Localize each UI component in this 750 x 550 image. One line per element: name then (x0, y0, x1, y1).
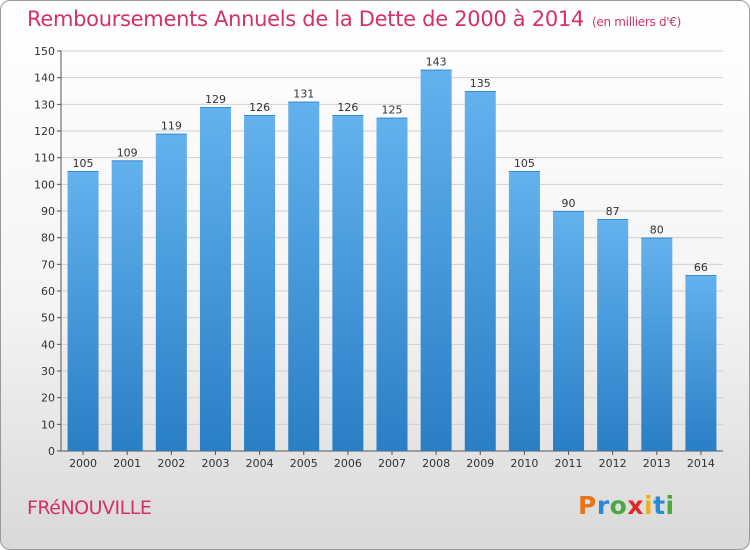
logo-letter: t (653, 491, 666, 520)
y-tick-label: 10 (41, 418, 55, 431)
logo-letter: i (665, 491, 675, 520)
y-tick-label: 50 (41, 312, 55, 325)
bar-2008 (420, 69, 452, 452)
x-tick-label: 2010 (510, 457, 538, 470)
bar-2009 (464, 91, 496, 451)
data-label: 87 (606, 205, 620, 218)
bar-2013 (641, 237, 673, 451)
data-label: 80 (650, 224, 664, 237)
bars (67, 69, 717, 452)
y-tick-label: 120 (34, 125, 55, 138)
chart-title: Remboursements Annuels de la Dette de 20… (27, 7, 681, 31)
logo-letter: i (644, 491, 654, 520)
bar-2006 (332, 115, 364, 451)
chart-title-text: Remboursements Annuels de la Dette de 20… (27, 7, 584, 31)
data-label: 125 (382, 104, 403, 117)
data-label: 105 (514, 157, 535, 170)
data-label: 105 (73, 157, 94, 170)
data-label: 129 (205, 93, 226, 106)
x-tick-label: 2014 (687, 457, 715, 470)
x-tick-label: 2013 (643, 457, 671, 470)
data-label: 126 (337, 101, 358, 114)
y-tick-label: 40 (41, 338, 55, 351)
x-tick-label: 2008 (422, 457, 450, 470)
x-tick-label: 2001 (113, 457, 141, 470)
city-name: FRéNOUVILLE (27, 497, 152, 519)
x-tick-label: 2006 (334, 457, 362, 470)
proxiti-logo[interactable]: Proxiti (578, 491, 675, 520)
bar-2012 (597, 219, 629, 451)
x-tick-label: 2005 (290, 457, 318, 470)
data-label: 126 (249, 101, 270, 114)
logo-letter: o (609, 491, 628, 520)
bar-2014 (685, 275, 717, 451)
data-label: 109 (117, 146, 138, 159)
x-tick-label: 2007 (378, 457, 406, 470)
bar-2002 (155, 133, 187, 451)
y-tick-label: 80 (41, 232, 55, 245)
x-tick-label: 2011 (555, 457, 583, 470)
y-tick-label: 100 (34, 178, 55, 191)
y-tick-label: 30 (41, 365, 55, 378)
data-label: 90 (562, 197, 576, 210)
data-label: 119 (161, 120, 182, 133)
x-tick-label: 2012 (599, 457, 627, 470)
bar-2010 (508, 171, 540, 451)
chart-subtitle: (en milliers d'€) (592, 15, 682, 29)
bar-2003 (199, 107, 231, 451)
x-tick-label: 2002 (157, 457, 185, 470)
data-labels: 105 109 119 129 126 131 126 125 143 135 105 90 87 80 6… (73, 56, 708, 274)
y-tick-label: 20 (41, 392, 55, 405)
y-tick-label: 150 (34, 45, 55, 58)
y-tick-label: 90 (41, 205, 55, 218)
logo-letter: r (596, 491, 610, 520)
data-label: 135 (470, 77, 491, 90)
bar-2001 (111, 160, 143, 452)
axes: 0 10 20 30 40 50 60 70 80 90 100 110 120 130 140 150 200… (34, 45, 723, 470)
y-tick-label: 110 (34, 152, 55, 165)
bar-2007 (376, 117, 408, 452)
bar-2005 (288, 101, 320, 452)
logo-letter: P (578, 491, 597, 520)
bar-2000 (67, 171, 99, 451)
y-tick-label: 0 (48, 445, 55, 458)
logo-letter: x (627, 491, 644, 520)
x-tick-label: 2009 (466, 457, 494, 470)
x-tick-label: 2004 (246, 457, 274, 470)
data-label: 66 (694, 261, 708, 274)
y-tick-label: 70 (41, 258, 55, 271)
data-label: 143 (426, 56, 447, 69)
y-tick-label: 130 (34, 98, 55, 111)
x-tick-label: 2000 (69, 457, 97, 470)
bar-2011 (553, 211, 585, 451)
data-label: 131 (293, 88, 314, 101)
y-tick-label: 60 (41, 285, 55, 298)
y-tick-label: 140 (34, 72, 55, 85)
x-tick-label: 2003 (201, 457, 229, 470)
bar-2004 (244, 115, 276, 451)
